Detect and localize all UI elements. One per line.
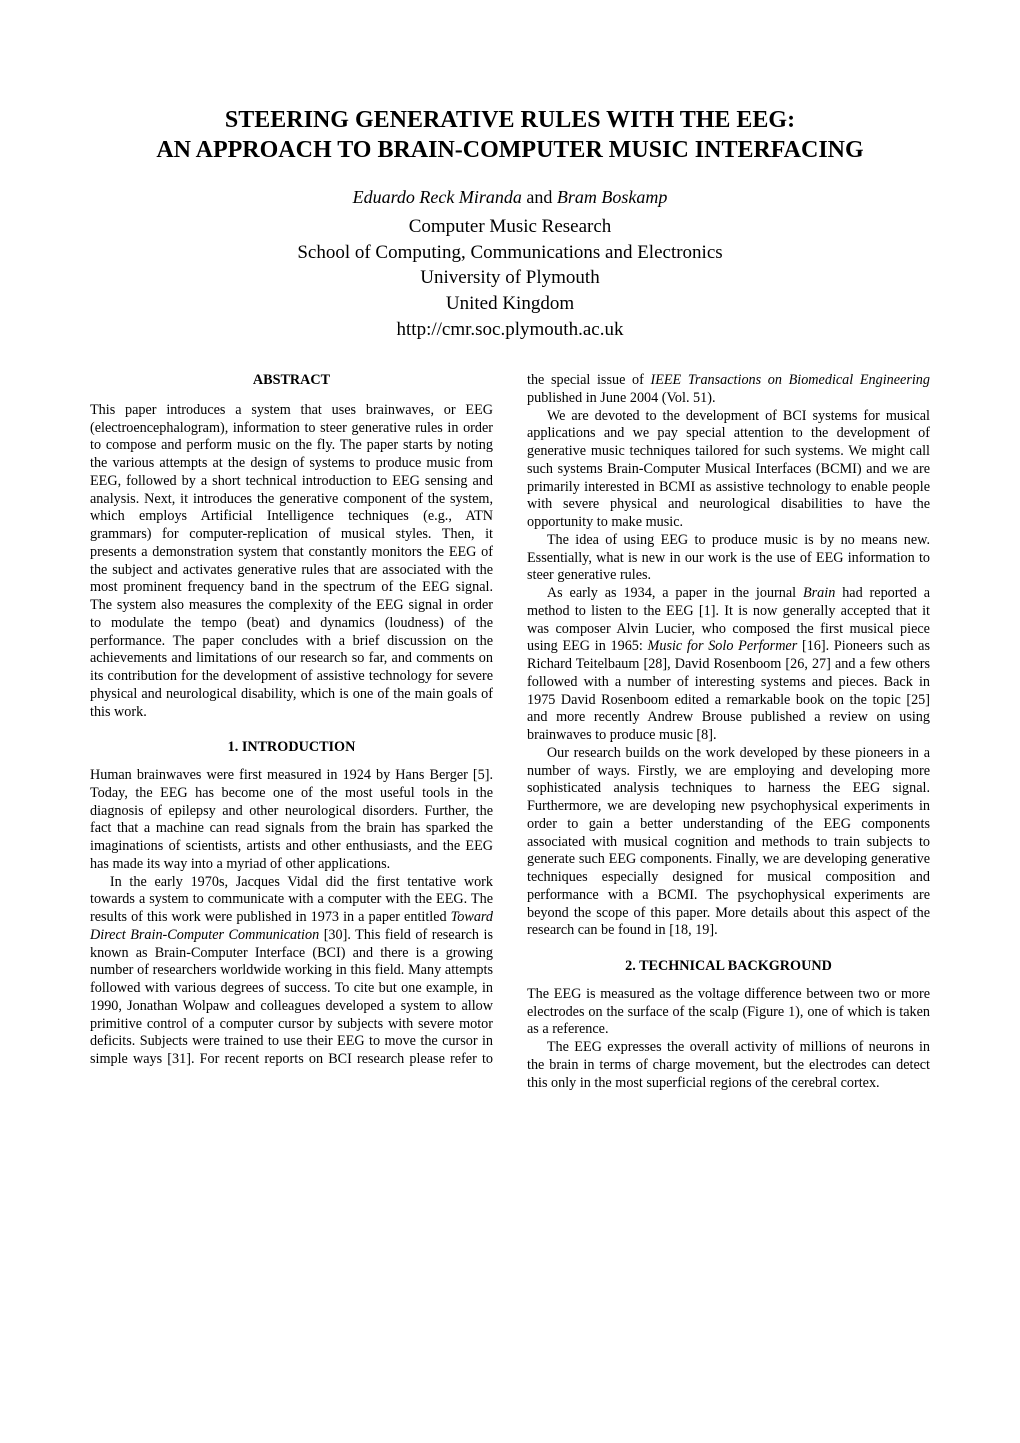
affil-url: http://cmr.soc.plymouth.ac.uk (90, 317, 930, 343)
intro-p4: The idea of using EEG to produce music i… (527, 532, 930, 585)
intro-p5-italic-1: Brain (803, 585, 835, 601)
section-2-heading: 2. TECHNICAL BACKGROUND (527, 958, 930, 976)
paper-title: STEERING GENERATIVE RULES WITH THE EEG: … (90, 105, 930, 165)
author-line: Eduardo Reck Miranda and Bram Boskamp (90, 187, 930, 208)
affil-line-2: School of Computing, Communications and … (90, 240, 930, 266)
abstract-heading: ABSTRACT (90, 372, 493, 390)
intro-p5-italic-2: Music for Solo Performer (648, 638, 798, 654)
tech-p1: The EEG is measured as the voltage diffe… (527, 986, 930, 1039)
title-line-1: STEERING GENERATIVE RULES WITH THE EEG: (225, 107, 795, 133)
author-and: and (522, 187, 557, 207)
affil-line-3: University of Plymouth (90, 265, 930, 291)
author-1: Eduardo Reck Miranda (353, 187, 522, 207)
affiliation-block: Computer Music Research School of Comput… (90, 214, 930, 342)
intro-p5-a: As early as 1934, a paper in the journal (547, 585, 803, 601)
intro-p2-c: published in June 2004 (Vol. 51). (527, 390, 716, 406)
abstract-paragraph: This paper introduces a system that uses… (90, 402, 493, 722)
intro-p2-italic-2: IEEE Transactions on Biomedical Engineer… (650, 372, 930, 388)
author-2: Bram Boskamp (557, 187, 668, 207)
intro-p1: Human brainwaves were first measured in … (90, 767, 493, 874)
affil-line-1: Computer Music Research (90, 214, 930, 240)
intro-p5: As early as 1934, a paper in the journal… (527, 585, 930, 745)
two-column-body: ABSTRACT This paper introduces a system … (90, 372, 930, 1092)
title-line-2: AN APPROACH TO BRAIN-COMPUTER MUSIC INTE… (156, 137, 863, 163)
intro-p6: Our research builds on the work develope… (527, 745, 930, 940)
intro-p3: We are devoted to the development of BCI… (527, 408, 930, 532)
affil-line-4: United Kingdom (90, 291, 930, 317)
tech-p2: The EEG expresses the overall activity o… (527, 1039, 930, 1092)
intro-p2-a: In the early 1970s, Jacques Vidal did th… (90, 874, 493, 926)
section-1-heading: 1. INTRODUCTION (90, 739, 493, 757)
